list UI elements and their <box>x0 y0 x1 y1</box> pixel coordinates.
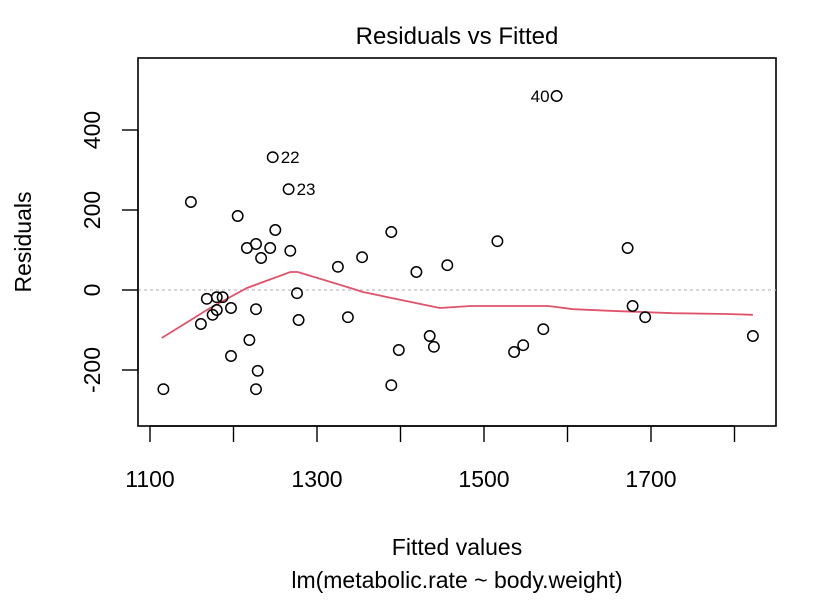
data-point <box>491 235 504 248</box>
data-point <box>508 346 521 358</box>
data-point <box>621 242 634 254</box>
data-point <box>427 340 440 353</box>
data-point <box>216 291 229 304</box>
smooth-line <box>161 271 753 339</box>
data-point <box>392 344 405 356</box>
data-point <box>250 238 262 250</box>
data-point <box>356 251 369 264</box>
point-label: 22 <box>281 148 300 167</box>
data-point <box>255 252 268 264</box>
x-tick-label: 1700 <box>625 466 676 492</box>
data-point <box>269 224 282 236</box>
data-point <box>746 330 759 342</box>
y-axis-label: Residuals <box>10 192 36 293</box>
point-label: 40 <box>531 87 550 106</box>
data-point <box>231 210 244 222</box>
x-axis: 1100 1300 1500 1700 <box>125 425 736 492</box>
data-point <box>264 242 277 254</box>
data-point <box>266 151 279 164</box>
data-point <box>250 383 262 396</box>
x-tick-label: 1300 <box>291 466 342 492</box>
data-point <box>194 318 207 330</box>
chart-subtitle: lm(metabolic.rate ~ body.weight) <box>291 567 622 593</box>
data-point <box>550 90 563 102</box>
data-point <box>284 244 297 257</box>
data-point <box>385 379 398 392</box>
data-point <box>639 311 652 324</box>
data-point <box>423 330 436 342</box>
data-point <box>157 383 170 396</box>
chart-title: Residuals vs Fitted <box>356 23 559 50</box>
data-point <box>184 196 197 208</box>
x-axis-label: Fitted values <box>392 534 522 560</box>
data-point <box>250 303 262 316</box>
data-point <box>225 350 237 362</box>
y-axis: -200 0 200 400 <box>79 111 139 393</box>
data-point <box>210 291 223 304</box>
smooth-line-group <box>161 271 753 339</box>
data-point <box>410 266 423 278</box>
data-point <box>341 311 354 324</box>
data-point <box>292 314 305 326</box>
x-tick-label: 1500 <box>458 466 509 492</box>
data-point <box>291 287 303 300</box>
y-tick-label: 200 <box>79 191 105 229</box>
plot-frame <box>137 57 777 427</box>
y-tick-label: 400 <box>79 111 105 149</box>
data-point <box>517 339 530 352</box>
data-point <box>225 302 237 314</box>
data-point <box>537 323 550 336</box>
data-point <box>200 292 213 305</box>
data-point <box>441 259 454 272</box>
data-point <box>210 304 223 316</box>
data-point <box>385 226 398 238</box>
point-label: 23 <box>297 180 316 199</box>
data-point <box>626 300 639 312</box>
y-tick-label: -200 <box>79 347 105 393</box>
data-point <box>331 260 344 273</box>
x-tick-label: 1100 <box>125 466 174 492</box>
data-point <box>251 364 264 377</box>
data-point <box>282 183 295 196</box>
y-tick-label: 0 <box>79 284 105 297</box>
data-point <box>243 334 256 346</box>
points-group: 22 23 40 <box>157 87 759 396</box>
